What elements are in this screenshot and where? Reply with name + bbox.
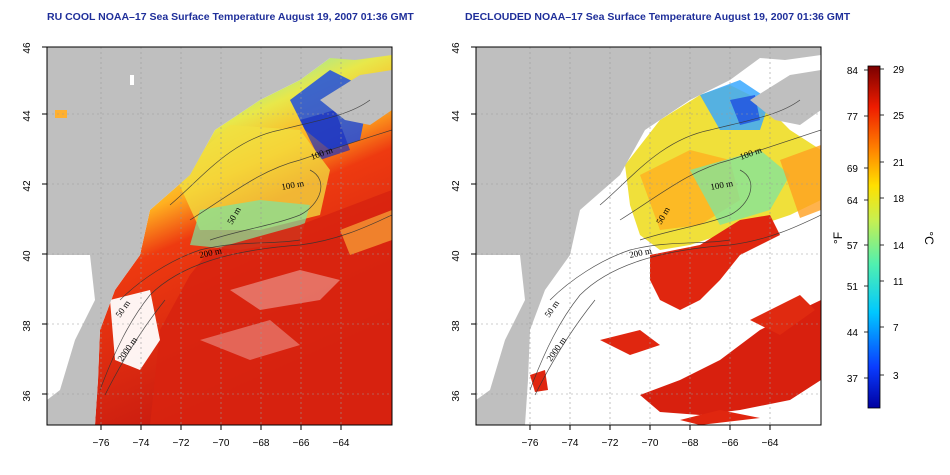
right-lon-tick: −68 [682,438,699,449]
fahrenheit-tick: 84 [847,66,859,77]
fahrenheit-tick: 69 [847,164,859,175]
right-lon-tick: −72 [602,438,619,449]
left-map-title: RU COOL NOAA–17 Sea Surface Temperature … [47,11,414,23]
right-land-mass [476,47,821,425]
right-lon-tick: −64 [762,438,779,449]
left-lat-tick: 40 [22,250,33,262]
celsius-tick: 14 [893,241,905,252]
left-lon-tick: −66 [293,438,310,449]
right-lat-tick: 40 [451,250,462,262]
colorbar-gradient [867,65,881,409]
right-contour-label: 200 m [628,245,652,260]
fahrenheit-unit-label: °F [831,232,845,244]
celsius-tick: 18 [893,194,905,205]
left-sst-map: 100 m 100 m 50 m 200 m 50 m 2000 m 46 44… [22,42,393,449]
fahrenheit-tick: 37 [847,374,859,385]
right-sst-map: 100 m 100 m 50 m 200 m 50 m 2000 m 46 44… [451,42,822,449]
fahrenheit-tick: 64 [847,196,859,207]
right-lon-tick: −76 [522,438,539,449]
left-lon-tick: −74 [133,438,150,449]
left-lat-tick: 44 [22,110,33,122]
celsius-tick: 25 [893,111,905,122]
fahrenheit-tick: 57 [847,241,859,252]
right-lon-tick: −74 [562,438,579,449]
right-lon-tick: −70 [642,438,659,449]
left-lat-tick: 46 [22,42,33,54]
left-contour-label: 100 m [281,178,305,192]
fahrenheit-tick: 51 [847,282,859,293]
right-map-title: DECLOUDED NOAA–17 Sea Surface Temperatur… [465,11,851,23]
right-lat-tick: 36 [451,390,462,402]
left-land-mass [47,47,392,425]
left-contour-label: 200 m [198,245,222,260]
right-lat-tick: 38 [451,320,462,332]
celsius-unit-label: °C [922,231,936,245]
celsius-tick: 29 [893,65,905,76]
left-lon-tick: −68 [253,438,270,449]
temperature-colorbar: 84 77 69 64 57 51 44 37 29 25 21 18 14 1… [831,65,936,409]
left-lon-tick: −64 [333,438,350,449]
left-lon-tick: −72 [173,438,190,449]
right-lat-tick: 44 [451,110,462,122]
left-lon-tick: −70 [213,438,230,449]
left-lon-tick: −76 [93,438,110,449]
right-lon-tick: −66 [722,438,739,449]
left-lat-tick: 36 [22,390,33,402]
left-lat-tick: 42 [22,180,33,192]
right-lat-tick: 46 [451,42,462,54]
fahrenheit-tick: 77 [847,112,859,123]
right-lat-tick: 42 [451,180,462,192]
celsius-tick: 21 [893,158,905,169]
fahrenheit-tick: 44 [847,328,859,339]
left-lat-tick: 38 [22,320,33,332]
right-contour-label: 100 m [710,178,734,192]
celsius-tick: 7 [893,323,899,334]
celsius-tick: 11 [893,277,904,288]
celsius-tick: 3 [893,371,899,382]
